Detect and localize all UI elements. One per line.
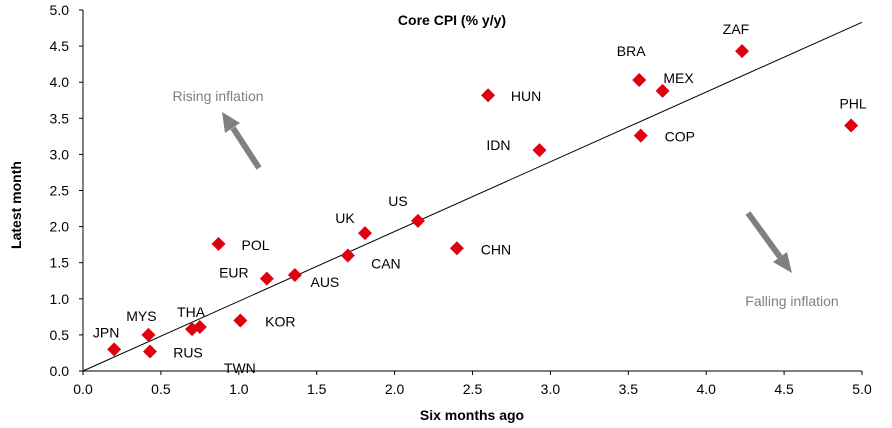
y-tick-label: 0.0 (50, 363, 70, 379)
x-tick-label: 4.0 (696, 381, 716, 397)
point-label-zaf: ZAF (723, 21, 749, 37)
y-tick-label: 0.5 (50, 327, 70, 343)
point-label-cop: COP (665, 129, 695, 145)
x-tick-label: 0.0 (73, 381, 93, 397)
data-point-labels: JPN MYS RUS THA TWN KOR POL EUR AUS CAN UK US CHN HUN… (93, 21, 867, 376)
data-point-hun (481, 88, 496, 103)
y-tick-label: 1.0 (50, 291, 70, 307)
x-tick-label: 2.5 (463, 381, 483, 397)
x-tick-label: 5.0 (852, 381, 872, 397)
data-point-twn (192, 319, 207, 334)
point-label-can: CAN (371, 255, 401, 271)
point-label-mys: MYS (126, 308, 156, 324)
y-tick-label: 5.0 (50, 2, 70, 18)
data-point-mys (141, 327, 156, 342)
point-label-rus: RUS (173, 345, 203, 361)
y-tick-label: 2.0 (50, 219, 70, 235)
y-tick-labels: 0.0 0.5 1.0 1.5 2.0 2.5 3.0 3.5 4.0 4.5 5.0 (50, 2, 83, 379)
data-point-can (340, 248, 355, 263)
point-label-eur: EUR (219, 265, 249, 281)
point-label-pol: POL (242, 237, 270, 253)
falling-inflation-annotation: Falling inflation (745, 293, 838, 309)
x-tick-label: 3.5 (619, 381, 639, 397)
point-label-aus: AUS (310, 274, 339, 290)
data-point-zaf (735, 44, 750, 59)
point-label-chn: CHN (481, 241, 511, 257)
x-axis-title: Six months ago (420, 407, 524, 423)
rising-inflation-annotation: Rising inflation (172, 88, 263, 104)
point-label-tha: THA (177, 304, 206, 320)
y-tick-label: 4.0 (50, 74, 70, 90)
data-point-phl (844, 118, 859, 133)
data-points (107, 44, 859, 359)
trend-line (82, 21, 863, 372)
y-tick-label: 3.5 (50, 110, 70, 126)
point-label-mex: MEX (663, 70, 694, 86)
data-point-aus (287, 267, 302, 282)
falling-inflation-arrow-icon (745, 211, 792, 273)
rising-inflation-arrow-icon (222, 112, 262, 170)
data-point-chn (449, 241, 464, 256)
x-tick-label: 2.0 (385, 381, 405, 397)
point-label-idn: IDN (486, 137, 510, 153)
point-label-jpn: JPN (93, 324, 119, 340)
point-label-us: US (388, 193, 407, 209)
data-point-idn (532, 143, 547, 158)
chart-title: Core CPI (% y/y) (398, 12, 506, 28)
x-tick-label: 4.5 (774, 381, 794, 397)
x-tick-label: 1.5 (307, 381, 327, 397)
point-label-hun: HUN (511, 88, 541, 104)
point-label-kor: KOR (265, 313, 295, 329)
y-tick-label: 1.5 (50, 255, 70, 271)
y-tick-label: 4.5 (50, 38, 70, 54)
data-point-uk (357, 226, 372, 241)
data-point-eur (259, 271, 274, 286)
y-axis-title: Latest month (8, 161, 24, 249)
y-tick-label: 2.5 (50, 183, 70, 199)
data-point-pol (211, 236, 226, 251)
x-tick-label: 0.5 (151, 381, 171, 397)
point-label-uk: UK (335, 210, 355, 226)
data-point-cop (633, 128, 648, 143)
data-point-us (410, 213, 425, 228)
data-point-jpn (107, 342, 122, 357)
x-tick-labels: 0.0 0.5 1.0 1.5 2.0 2.5 3.0 3.5 4.0 4.5 5.0 (73, 371, 872, 397)
point-label-twn: TWN (224, 360, 256, 376)
data-point-mex (655, 83, 670, 98)
data-point-kor (233, 313, 248, 328)
point-label-bra: BRA (617, 43, 646, 59)
data-point-bra (632, 73, 647, 88)
point-label-phl: PHL (839, 96, 866, 112)
y-tick-label: 3.0 (50, 146, 70, 162)
x-tick-label: 1.0 (229, 381, 249, 397)
x-tick-label: 3.0 (541, 381, 561, 397)
data-point-rus (142, 344, 157, 359)
